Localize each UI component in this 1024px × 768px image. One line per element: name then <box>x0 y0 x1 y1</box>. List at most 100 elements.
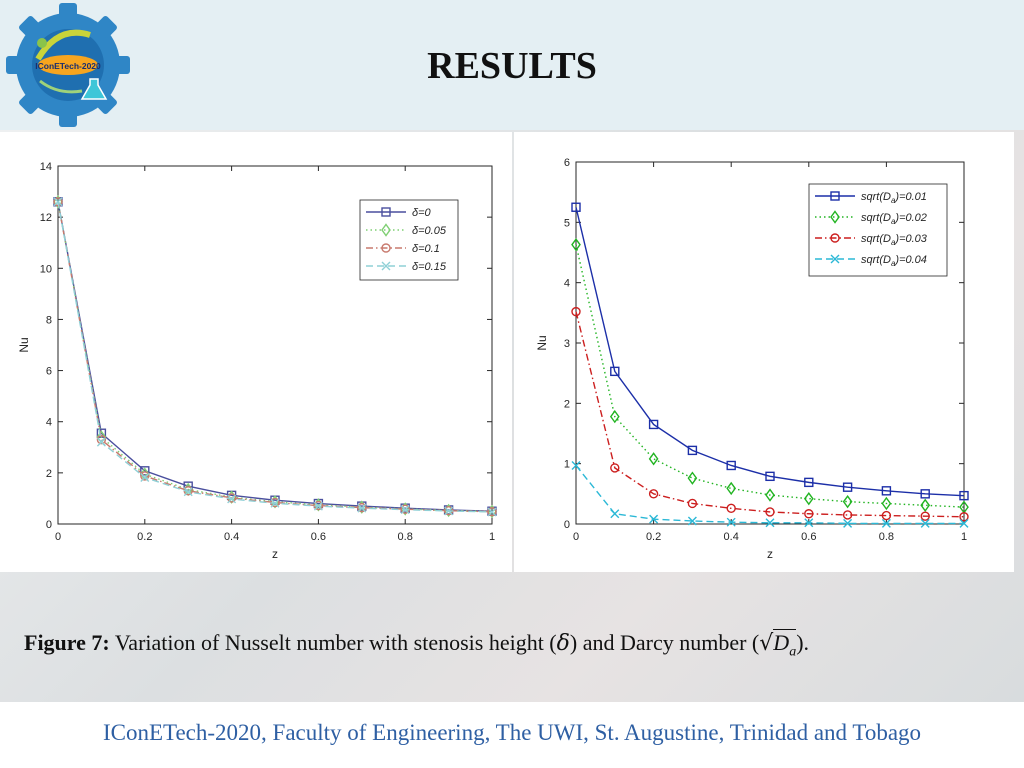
legend-label-sub: a <box>891 217 896 226</box>
legend-marker <box>830 254 840 264</box>
x-tick-label: 1 <box>489 531 495 543</box>
darcy-symbol: D <box>773 630 790 655</box>
data-point <box>357 503 367 513</box>
data-point <box>183 487 193 497</box>
data-point <box>648 489 659 499</box>
footer-text: IConETech-2020, Faculty of Engineering, … <box>102 720 922 745</box>
x-tick-label: 0.2 <box>137 531 152 543</box>
data-point <box>648 419 659 430</box>
data-point <box>726 460 736 471</box>
legend-label-main: sqrt(D <box>861 233 891 245</box>
legend-label-end: )=0.02 <box>893 212 927 224</box>
y-tick-label: 3 <box>564 338 570 350</box>
data-point <box>881 486 892 496</box>
legend-marker <box>830 210 840 224</box>
data-point <box>571 306 581 317</box>
chart-nusselt-vs-z-darcy: 0 0.2 0.4 0.6 0.8 10123456zNusqrt(Da)=0.01sqr… <box>514 132 1014 572</box>
data-point <box>726 503 736 514</box>
data-point <box>487 507 497 517</box>
series-line <box>57 201 493 512</box>
data-point <box>920 489 930 499</box>
data-point <box>357 502 367 513</box>
series-0 <box>571 202 969 501</box>
data-point <box>842 510 853 520</box>
y-tick-label: 8 <box>46 314 52 326</box>
legend-label-end: )=0.03 <box>893 233 927 245</box>
darcy-number: Da <box>773 629 797 659</box>
legend-label-sub: a <box>891 238 896 247</box>
data-point <box>687 445 698 456</box>
data-point <box>227 494 237 504</box>
x-axis-label: z <box>767 547 773 561</box>
legend-label: sqrt(Da)=0.03 <box>861 233 928 247</box>
legend-label-sub: a <box>891 196 896 205</box>
data-point <box>400 505 410 515</box>
data-point <box>610 366 620 377</box>
data-point <box>96 434 107 445</box>
figure-label: Figure 7: <box>24 630 110 655</box>
legend: δ=0 δ=0.05 δ=0.1 δ=0.15 <box>359 199 459 281</box>
data-point <box>687 498 698 509</box>
y-tick-label: 6 <box>564 157 570 169</box>
sqrt-symbol: √ <box>759 631 774 656</box>
x-tick-label: 0.2 <box>646 531 661 543</box>
data-point <box>610 509 620 519</box>
data-point <box>959 490 969 501</box>
x-axis-label: z <box>272 547 278 561</box>
legend-label: δ=0.05 <box>412 225 447 237</box>
y-tick-label: 6 <box>46 366 52 378</box>
data-point <box>96 437 106 447</box>
data-point <box>843 518 853 528</box>
data-point <box>920 511 930 521</box>
x-tick-label: 0 <box>55 531 61 543</box>
series-line <box>575 465 964 525</box>
legend-label-main: sqrt(D <box>861 254 891 266</box>
data-point <box>920 518 930 528</box>
figure-caption: Figure 7: Variation of Nusselt number wi… <box>24 629 810 660</box>
caption-text-after: ). <box>796 630 810 655</box>
legend-label: δ=0.1 <box>412 243 440 255</box>
series-3 <box>571 460 969 528</box>
data-point <box>53 197 63 207</box>
y-axis-label: Nu <box>535 335 549 350</box>
series-1 <box>571 237 969 514</box>
data-point <box>881 510 892 521</box>
x-tick-label: 0.6 <box>801 531 816 543</box>
legend-label-end: )=0.04 <box>893 254 927 266</box>
data-point <box>765 518 775 528</box>
legend-marker <box>381 223 391 237</box>
y-tick-label: 1 <box>564 459 570 471</box>
data-point <box>842 482 853 492</box>
data-point <box>571 460 581 470</box>
data-point <box>920 498 931 512</box>
legend-label: δ=0.15 <box>412 261 447 273</box>
data-point <box>687 516 697 526</box>
x-tick-label: 0.8 <box>398 531 413 543</box>
y-tick-label: 0 <box>46 519 52 531</box>
legend-label: sqrt(Da)=0.02 <box>861 212 927 226</box>
data-point <box>726 481 737 496</box>
series-line <box>575 207 965 497</box>
x-tick-label: 1 <box>961 531 967 543</box>
legend: sqrt(Da)=0.01sqrt(Da)=0.02sqrt(Da)=0.03s… <box>808 183 948 277</box>
data-point <box>803 491 814 506</box>
y-tick-label: 4 <box>46 417 52 429</box>
data-point <box>610 463 620 473</box>
data-point <box>726 517 736 527</box>
legend-label-main: sqrt(D <box>861 212 891 224</box>
data-point <box>270 498 280 508</box>
data-point <box>765 507 775 517</box>
legend-marker <box>381 261 391 271</box>
data-point <box>571 202 581 212</box>
data-point <box>444 506 454 516</box>
conference-logo: IConETech-2020 <box>6 3 130 127</box>
caption-text-before: Variation of Nusselt number with stenosi… <box>114 630 557 655</box>
y-tick-label: 2 <box>46 468 52 480</box>
data-point <box>313 501 323 511</box>
data-point <box>842 494 853 509</box>
x-tick-label: 0.6 <box>311 531 326 543</box>
data-point <box>53 197 63 207</box>
series-3 <box>53 197 497 517</box>
data-point <box>313 500 324 511</box>
series-2 <box>571 306 969 522</box>
